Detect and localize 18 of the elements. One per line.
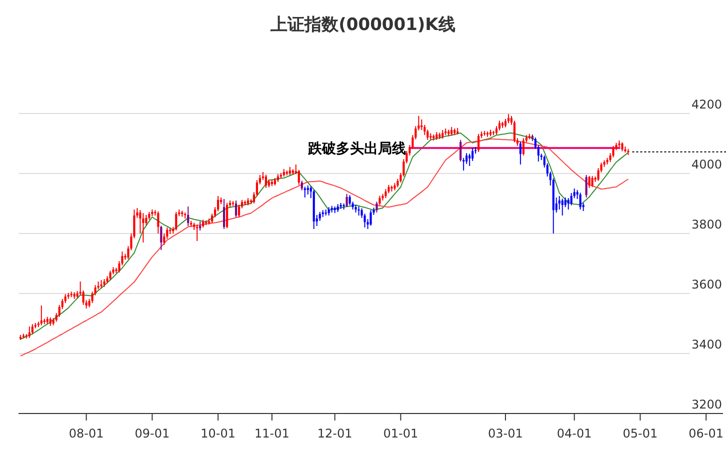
x-tick-label: 09-01 — [134, 426, 170, 440]
x-tick-label: 05-01 — [622, 426, 658, 440]
y-tick-label: 3800 — [691, 218, 722, 232]
y-tick-label: 4000 — [691, 158, 722, 172]
x-tick-label: 08-01 — [68, 426, 104, 440]
y-tick-label: 4200 — [691, 98, 722, 112]
x-tick-label: 06-01 — [688, 426, 724, 440]
x-tick-label: 11-01 — [254, 426, 290, 440]
y-tick-label: 3200 — [691, 398, 722, 412]
x-tick-label: 04-01 — [556, 426, 592, 440]
y-tick-label: 3400 — [691, 338, 722, 352]
y-tick-label: 3600 — [691, 278, 722, 292]
ref-line-label: 跌破多头出局线 — [307, 140, 406, 157]
chart-title: 上证指数(000001)K线 — [270, 15, 456, 35]
x-tick-label: 12-01 — [317, 426, 352, 440]
x-tick-label: 10-01 — [200, 426, 236, 440]
x-tick-label: 03-01 — [488, 426, 523, 440]
x-tick-label: 01-01 — [383, 426, 418, 440]
